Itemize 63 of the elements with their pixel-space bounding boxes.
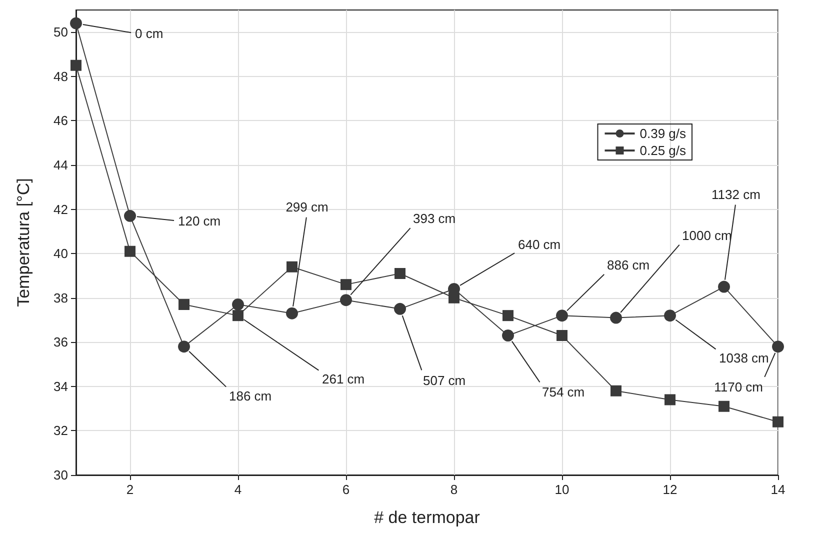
x-tick-label: 2 bbox=[126, 482, 134, 497]
point bbox=[664, 310, 676, 322]
point bbox=[610, 312, 622, 324]
x-tick-label: 14 bbox=[770, 482, 786, 497]
y-tick-label: 50 bbox=[54, 24, 68, 40]
point bbox=[772, 416, 784, 428]
point bbox=[178, 299, 190, 310]
point bbox=[718, 400, 730, 412]
point bbox=[772, 340, 784, 353]
annotation: 186 cm bbox=[229, 388, 272, 404]
point bbox=[124, 246, 136, 257]
x-tick-label: 4 bbox=[234, 482, 242, 497]
point bbox=[394, 268, 406, 279]
point bbox=[232, 298, 244, 310]
x-tick-label: 6 bbox=[342, 482, 350, 497]
point bbox=[232, 310, 244, 322]
point bbox=[502, 310, 514, 322]
y-tick-label: 30 bbox=[54, 468, 68, 482]
point bbox=[610, 385, 622, 396]
y-tick-label: 38 bbox=[54, 290, 68, 306]
annotation: 120 cm bbox=[178, 213, 221, 228]
annotation: 1000 cm bbox=[682, 228, 732, 243]
legend-label: 0.39 g/s bbox=[640, 126, 686, 141]
annotation: 0 cm bbox=[135, 26, 164, 41]
annotation: 393 cm bbox=[413, 211, 456, 226]
legend-label: 0.25 g/s bbox=[640, 143, 686, 158]
point bbox=[556, 310, 568, 322]
point bbox=[556, 330, 568, 341]
point bbox=[70, 60, 82, 71]
annotation: 640 cm bbox=[518, 237, 561, 252]
point bbox=[502, 330, 514, 342]
annotation: 261 cm bbox=[322, 372, 365, 387]
point bbox=[664, 394, 676, 406]
x-tick-label: 8 bbox=[450, 482, 458, 497]
point bbox=[718, 280, 730, 293]
point bbox=[286, 261, 298, 272]
y-tick-label: 34 bbox=[54, 378, 68, 394]
annotation: 886 cm bbox=[607, 258, 650, 273]
point bbox=[340, 294, 352, 306]
point bbox=[124, 210, 136, 222]
annotation: 754 cm bbox=[542, 384, 585, 400]
y-tick-label: 32 bbox=[54, 423, 68, 438]
x-axis-title: # de termopar bbox=[374, 508, 480, 527]
annotation: 299 cm bbox=[286, 199, 328, 214]
y-tick-label: 42 bbox=[54, 202, 68, 217]
point bbox=[286, 307, 298, 320]
x-tick-label: 12 bbox=[662, 482, 678, 497]
y-tick-label: 40 bbox=[54, 246, 68, 262]
x-tick-label: 10 bbox=[554, 482, 570, 497]
annotation: 507 cm bbox=[423, 372, 466, 388]
point bbox=[340, 279, 352, 290]
y-tick-label: 36 bbox=[54, 334, 68, 350]
annotation: 1132 cm bbox=[712, 186, 760, 202]
annotation: 1038 cm bbox=[719, 350, 769, 366]
point bbox=[70, 17, 82, 30]
point bbox=[448, 292, 460, 304]
y-tick-label: 48 bbox=[54, 68, 68, 84]
point bbox=[394, 302, 406, 315]
y-tick-label: 46 bbox=[54, 113, 68, 128]
y-tick-label: 44 bbox=[54, 158, 68, 172]
y-axis-title: Temperatura [°C] bbox=[14, 178, 33, 307]
point bbox=[178, 340, 190, 353]
annotation: 1170 cm bbox=[714, 380, 763, 395]
